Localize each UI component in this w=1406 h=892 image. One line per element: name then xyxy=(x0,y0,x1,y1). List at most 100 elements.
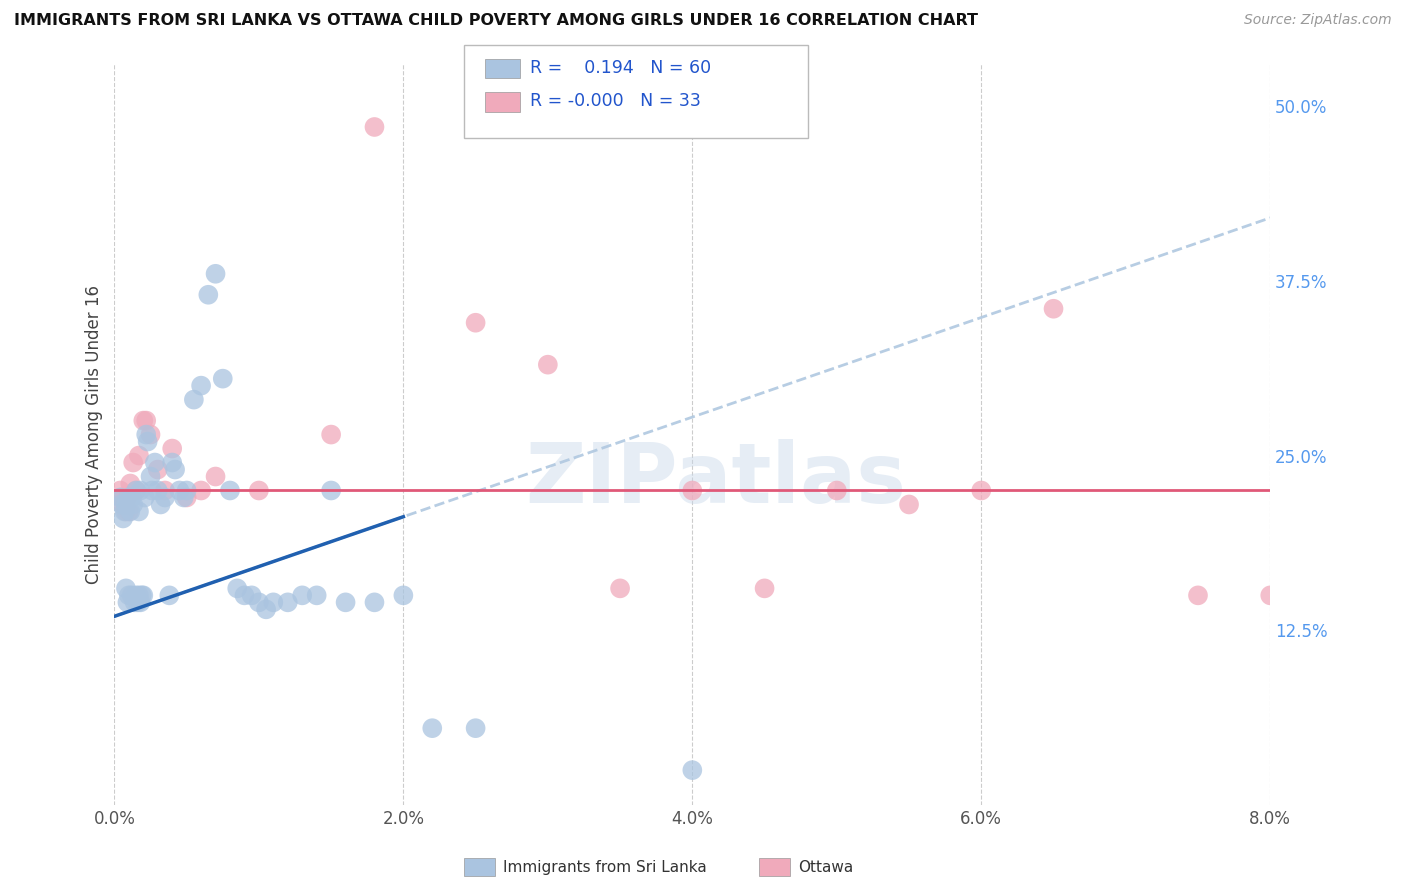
Point xyxy=(190,483,212,498)
Text: Ottawa: Ottawa xyxy=(799,860,853,874)
Point xyxy=(233,588,256,602)
Text: Immigrants from Sri Lanka: Immigrants from Sri Lanka xyxy=(503,860,707,874)
Point xyxy=(143,456,166,470)
Point xyxy=(112,511,135,525)
Point xyxy=(108,491,131,505)
Point xyxy=(190,378,212,392)
Point xyxy=(160,442,183,456)
Point xyxy=(115,498,138,512)
Point xyxy=(125,588,148,602)
Point xyxy=(153,491,176,505)
Text: R = -0.000   N = 33: R = -0.000 N = 33 xyxy=(530,92,702,110)
Point xyxy=(464,316,486,330)
Point xyxy=(146,483,169,498)
Point xyxy=(118,588,141,602)
Point xyxy=(165,462,187,476)
Point xyxy=(1258,588,1281,602)
Point xyxy=(111,491,134,505)
Point xyxy=(122,456,145,470)
Y-axis label: Child Poverty Among Girls Under 16: Child Poverty Among Girls Under 16 xyxy=(86,285,103,584)
Point xyxy=(115,504,138,518)
Point xyxy=(262,595,284,609)
Point xyxy=(111,498,134,512)
Point xyxy=(219,483,242,498)
Point xyxy=(321,427,343,442)
Point xyxy=(335,595,357,609)
Point xyxy=(115,582,138,596)
Point xyxy=(153,483,176,498)
Point xyxy=(247,595,270,609)
Point xyxy=(117,595,139,609)
Point xyxy=(363,120,385,134)
Point xyxy=(157,588,180,602)
Point xyxy=(183,392,205,407)
Point xyxy=(226,582,249,596)
Point xyxy=(118,504,141,518)
Point xyxy=(134,491,156,505)
Point xyxy=(118,491,141,505)
Point xyxy=(120,476,142,491)
Point xyxy=(176,483,198,498)
Point xyxy=(129,595,152,609)
Point xyxy=(321,483,343,498)
Point xyxy=(754,582,776,596)
Point xyxy=(204,469,226,483)
Point xyxy=(204,267,226,281)
Text: IMMIGRANTS FROM SRI LANKA VS OTTAWA CHILD POVERTY AMONG GIRLS UNDER 16 CORRELATI: IMMIGRANTS FROM SRI LANKA VS OTTAWA CHIL… xyxy=(14,13,979,29)
Point xyxy=(108,483,131,498)
Point xyxy=(420,721,443,735)
Point xyxy=(1187,588,1209,602)
Point xyxy=(173,491,195,505)
Point xyxy=(254,602,277,616)
Point xyxy=(211,371,233,385)
Text: Source: ZipAtlas.com: Source: ZipAtlas.com xyxy=(1244,13,1392,28)
Point xyxy=(128,504,150,518)
Text: ZIPatlas: ZIPatlas xyxy=(524,439,905,519)
Point xyxy=(117,491,139,505)
Point xyxy=(132,588,155,602)
Point xyxy=(970,483,993,498)
Point xyxy=(1042,301,1064,316)
Point xyxy=(131,588,153,602)
Point xyxy=(160,456,183,470)
Point xyxy=(197,287,219,301)
Point xyxy=(149,498,172,512)
Point xyxy=(825,483,848,498)
Point xyxy=(537,358,560,372)
Point xyxy=(141,483,163,498)
Point xyxy=(129,483,152,498)
Point xyxy=(114,504,136,518)
Point xyxy=(609,582,631,596)
Point xyxy=(681,763,703,777)
Point xyxy=(121,491,143,505)
Point xyxy=(247,483,270,498)
Point xyxy=(146,462,169,476)
Point xyxy=(291,588,314,602)
Point xyxy=(898,498,921,512)
Point xyxy=(135,427,157,442)
Point xyxy=(132,414,155,428)
Point xyxy=(112,498,135,512)
Point xyxy=(240,588,263,602)
Point xyxy=(139,427,162,442)
Point xyxy=(122,498,145,512)
Point xyxy=(277,595,299,609)
Point xyxy=(124,595,146,609)
Point xyxy=(464,721,486,735)
Point xyxy=(169,483,191,498)
Point xyxy=(128,449,150,463)
Point xyxy=(125,483,148,498)
Point xyxy=(125,483,148,498)
Point xyxy=(128,588,150,602)
Point xyxy=(121,588,143,602)
Point xyxy=(305,588,328,602)
Point xyxy=(120,504,142,518)
Point xyxy=(392,588,415,602)
Point xyxy=(176,491,198,505)
Point xyxy=(363,595,385,609)
Point xyxy=(139,469,162,483)
Text: R =    0.194   N = 60: R = 0.194 N = 60 xyxy=(530,59,711,77)
Point xyxy=(136,434,159,449)
Point xyxy=(681,483,703,498)
Point xyxy=(135,414,157,428)
